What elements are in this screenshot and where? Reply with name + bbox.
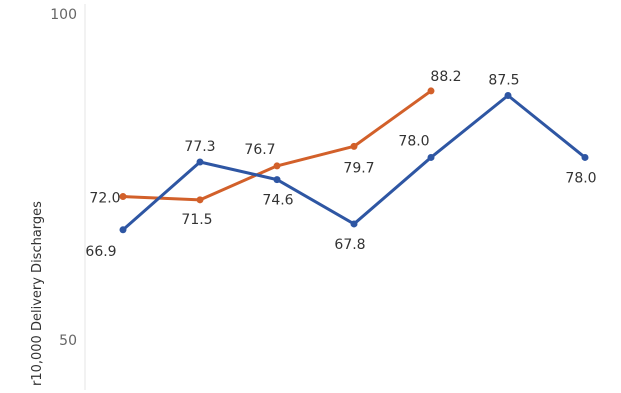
- series-1-point: [196, 158, 204, 166]
- series-2-point: [273, 162, 281, 170]
- data-labels: 72.0 71.5 76.7 79.7 88.2 66.9 77.3 74.6 67.8 78.0…: [85, 69, 596, 260]
- y-axis-ticks: 50 100: [50, 7, 77, 349]
- y-tick-label: 50: [59, 333, 77, 349]
- data-label: 72.0: [89, 191, 120, 207]
- series-1-point: [350, 220, 358, 228]
- series-2-point: [350, 142, 358, 150]
- data-label: 79.7: [343, 160, 374, 176]
- data-label: 66.9: [85, 244, 116, 260]
- series-line-2: [122, 89, 432, 202]
- data-label: 71.5: [181, 212, 212, 228]
- data-label: 76.7: [244, 142, 275, 158]
- data-label: 77.3: [184, 139, 215, 155]
- series-1-point: [273, 176, 281, 184]
- data-label: 87.5: [488, 73, 519, 89]
- data-label: 74.6: [262, 193, 293, 209]
- series-layer: [119, 87, 589, 234]
- data-label: 67.8: [334, 237, 365, 253]
- series-1-point: [119, 226, 127, 234]
- y-axis-title: r10,000 Delivery Discharges: [30, 201, 45, 386]
- series-1-point: [427, 153, 435, 161]
- series-1-point: [581, 153, 589, 161]
- y-tick-label: 100: [50, 7, 77, 23]
- data-label: 88.2: [430, 69, 461, 85]
- data-label: 78.0: [398, 133, 429, 149]
- series-1-point: [504, 92, 512, 99]
- series-2-point: [196, 196, 204, 204]
- data-label: 78.0: [565, 170, 596, 186]
- series-2-point: [119, 193, 127, 201]
- series-2-point: [427, 87, 435, 95]
